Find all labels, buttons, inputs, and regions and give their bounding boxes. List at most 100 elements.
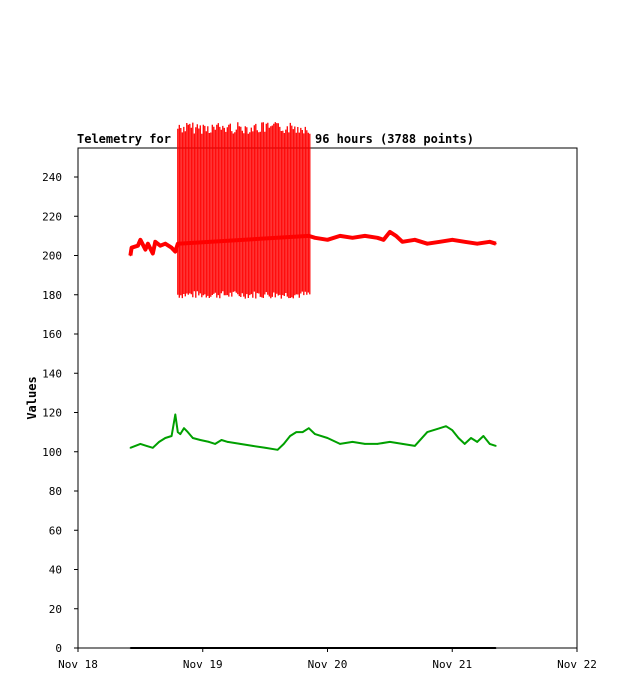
series-0	[128, 122, 497, 299]
x-tick-label: Nov 20	[308, 658, 348, 671]
chart-title-right: 96 hours (3788 points)	[315, 132, 474, 146]
x-tick-label: Nov 18	[58, 658, 98, 671]
series-1-point	[164, 437, 167, 439]
series-layer	[128, 122, 497, 649]
series-0-point	[144, 248, 147, 251]
series-1-point	[414, 445, 416, 447]
series-1-point	[186, 431, 189, 433]
series-1-point	[339, 443, 341, 445]
series-1-point	[251, 445, 254, 447]
series-0-point	[376, 237, 379, 239]
series-1-point	[177, 431, 179, 433]
y-tick-label: 180	[42, 289, 62, 302]
series-1-point	[389, 441, 391, 443]
series-1-point	[276, 448, 279, 451]
series-1-point	[426, 431, 429, 433]
series-2	[129, 647, 497, 649]
series-1-point	[364, 443, 366, 445]
series-1-point	[191, 437, 194, 439]
series-1-point	[314, 433, 316, 435]
series-0-point	[147, 242, 149, 245]
series-0-point	[351, 237, 354, 239]
series-0-point	[307, 235, 310, 237]
series-0-point	[426, 242, 429, 245]
series-1-point	[170, 435, 173, 437]
series-0-point	[159, 244, 162, 247]
series-0-band-strokes	[177, 122, 311, 299]
x-tick-label: Nov 21	[432, 658, 472, 671]
series-1-point	[220, 439, 223, 441]
series-1-point	[174, 413, 177, 416]
series-1-point	[451, 429, 454, 431]
series-0-point	[137, 244, 139, 247]
y-tick-label: 0	[55, 642, 62, 655]
series-2-point	[495, 647, 497, 649]
y-tick-label: 240	[42, 171, 62, 184]
y-tick-label: 80	[49, 485, 62, 498]
y-tick-label: 140	[42, 367, 62, 380]
series-1-point	[495, 445, 497, 447]
series-0-point	[364, 235, 366, 237]
series-1-point	[145, 445, 148, 447]
series-0-point	[463, 240, 466, 243]
series-1-point	[488, 443, 491, 445]
chart-title-left: Telemetry for	[77, 132, 171, 146]
series-2-point	[129, 647, 132, 649]
y-tick-label: 40	[49, 564, 62, 577]
plot-frame	[77, 147, 578, 649]
series-1-point	[301, 431, 304, 433]
series-0-point	[495, 242, 497, 245]
series-0-point	[164, 242, 167, 245]
series-1-point	[438, 427, 441, 430]
y-tick-label: 120	[42, 407, 62, 420]
series-0-point	[382, 239, 385, 241]
series-1-point	[376, 443, 379, 445]
y-tick-label: 60	[49, 524, 62, 537]
x-tick-label: Nov 19	[183, 658, 223, 671]
series-1-point	[179, 433, 182, 435]
x-tick-label: Nov 22	[557, 658, 597, 671]
series-0-point	[339, 235, 341, 237]
series-1-point	[226, 441, 229, 443]
series-0-point	[177, 242, 179, 245]
series-1-point	[401, 443, 404, 445]
series-1-point	[208, 441, 210, 443]
series-1	[129, 413, 497, 451]
series-1-point	[326, 437, 329, 439]
y-tick-label: 100	[42, 446, 62, 459]
series-0-point	[326, 239, 329, 241]
series-0-point	[488, 240, 491, 243]
y-tick-label: 160	[42, 328, 62, 341]
series-1-point	[214, 443, 217, 445]
series-1-point	[199, 439, 202, 441]
series-0-point	[401, 240, 404, 243]
series-1-point	[289, 435, 291, 437]
series-0-point	[314, 237, 316, 239]
y-tick-label: 220	[42, 210, 62, 223]
series-1-point	[129, 447, 132, 449]
series-0-point	[129, 254, 132, 257]
series-0-line	[128, 229, 497, 256]
series-1-point	[295, 431, 298, 433]
series-1-point	[476, 441, 479, 443]
series-0-point	[414, 239, 416, 241]
series-0-point	[476, 242, 479, 245]
series-1-point	[463, 443, 466, 445]
series-1-point	[158, 441, 160, 443]
series-1-point	[283, 443, 285, 445]
series-0-point	[389, 231, 391, 233]
series-1-point	[264, 447, 266, 449]
y-axis-label: Values	[25, 376, 39, 419]
series-0-point	[154, 240, 157, 243]
series-1-point	[152, 447, 154, 449]
series-1-point	[183, 427, 185, 430]
series-1-point	[482, 435, 485, 437]
y-axis-ticks: 0 20 40 60 80 100 120 140 160 180 200 220 240	[42, 171, 78, 655]
y-tick-label: 200	[42, 250, 62, 263]
series-0-point	[130, 246, 133, 249]
series-1-point	[239, 443, 241, 445]
series-1-point	[139, 443, 142, 445]
x-axis-ticks: Nov 18 Nov 19 Nov 20 Nov 21 Nov 22	[58, 648, 597, 671]
series-0-point	[139, 239, 142, 241]
